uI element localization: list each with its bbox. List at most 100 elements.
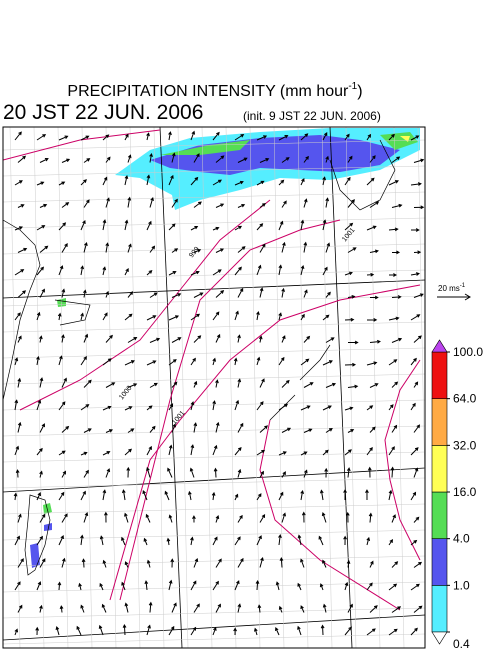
wind-scale-superscript: -1 — [460, 283, 466, 289]
fine-grid-line — [417, 127, 425, 505]
wind-arrow — [368, 512, 373, 523]
wind-arrow — [190, 444, 195, 456]
wind-arrow — [13, 492, 18, 501]
colorbar-label: 16.0 — [453, 485, 477, 499]
wind-arrow — [17, 421, 22, 433]
wind-arrow — [190, 357, 196, 366]
wind-arrow — [237, 157, 248, 163]
fine-grid-line — [3, 165, 425, 177]
wind-arrow — [193, 380, 198, 388]
wind-arrow — [146, 132, 150, 141]
wind-arrow — [193, 292, 204, 298]
wind-arrow — [61, 557, 66, 568]
wind-arrow — [256, 449, 266, 456]
wind-arrow — [164, 490, 170, 501]
wind-arrow — [190, 536, 194, 546]
longitude-line — [159, 127, 183, 648]
title-text: PRECIPITATION INTENSITY (mm hour — [67, 83, 349, 100]
wind-arrow — [61, 334, 65, 343]
wind-arrow — [99, 582, 104, 591]
wind-arrow — [322, 405, 332, 411]
wind-arrow — [146, 174, 151, 186]
wind-arrow — [83, 289, 87, 298]
fine-grid-line — [225, 127, 237, 648]
wind-arrow — [212, 311, 220, 321]
wind-arrow — [410, 583, 420, 591]
wind-arrow — [105, 429, 114, 433]
wind-arrow — [347, 199, 355, 208]
wind-arrow — [391, 606, 402, 613]
wind-arrow — [14, 445, 20, 456]
wind-arrow — [388, 446, 395, 456]
wind-arrow — [388, 404, 394, 411]
wind-arrow — [388, 539, 394, 546]
wind-arrow — [325, 337, 335, 343]
wind-arrow — [171, 602, 177, 613]
fine-grid-line — [33, 127, 45, 648]
wind-arrow — [366, 536, 371, 546]
wind-arrow — [17, 604, 23, 613]
wind-scale-arrowhead — [464, 293, 471, 301]
wind-arrow — [345, 511, 350, 523]
isobar — [19, 199, 271, 411]
wind-arrow — [344, 271, 353, 276]
wind-arrow — [193, 557, 199, 568]
wind-arrow — [146, 220, 152, 231]
wind-arrow — [367, 466, 372, 478]
colorbar-segment — [431, 538, 448, 586]
wind-arrow — [281, 427, 292, 433]
wind-arrow — [102, 176, 108, 186]
wind-arrow — [80, 179, 87, 186]
wind-arrow — [190, 130, 196, 141]
wind-arrow — [388, 180, 399, 186]
wind-arrow — [322, 132, 328, 141]
wind-arrow — [322, 559, 327, 568]
wind-arrow — [146, 559, 151, 568]
wind-arrow — [297, 625, 302, 636]
wind-arrow — [146, 405, 153, 411]
wind-arrow — [83, 379, 92, 388]
wind-arrow — [193, 249, 202, 253]
wind-arrow — [168, 359, 177, 366]
wind-arrow — [14, 581, 21, 591]
fine-grid-line — [3, 633, 425, 645]
wind-arrow — [102, 358, 112, 366]
wind-arrow — [17, 155, 27, 163]
wind-arrow — [366, 318, 378, 322]
wind-arrow — [193, 603, 200, 613]
wind-arrow — [369, 426, 376, 433]
wind-arrow — [366, 446, 373, 456]
wind-scale-text: 20 ms — [438, 284, 460, 293]
coastline — [299, 344, 331, 381]
wind-arrow — [104, 511, 108, 523]
wind-arrow — [319, 489, 324, 501]
wind-arrow — [254, 627, 258, 636]
wind-arrow — [325, 428, 333, 433]
wind-arrow — [365, 489, 369, 501]
wind-arrow — [410, 314, 421, 321]
wind-arrow — [36, 181, 45, 186]
wind-arrow — [149, 245, 156, 253]
title-end: ) — [357, 83, 362, 100]
wind-arrow — [124, 133, 129, 141]
wind-arrow — [344, 581, 349, 591]
wind-arrow — [39, 158, 49, 163]
wind-arrow — [325, 155, 329, 163]
wind-arrow — [61, 202, 70, 208]
wind-arrow — [369, 383, 379, 388]
wind-arrow — [237, 468, 242, 478]
wind-arrow — [369, 295, 379, 300]
wind-arrow — [300, 405, 311, 411]
precipitation-area — [43, 503, 52, 514]
wind-arrow — [36, 535, 43, 546]
wind-arrow — [149, 337, 161, 343]
wind-arrow — [80, 490, 86, 501]
wind-arrow — [388, 489, 393, 501]
wind-arrow — [80, 356, 87, 366]
wind-arrow — [148, 601, 153, 613]
wind-arrow — [259, 243, 266, 253]
wind-arrow — [410, 539, 418, 546]
wind-arrow — [344, 317, 355, 322]
